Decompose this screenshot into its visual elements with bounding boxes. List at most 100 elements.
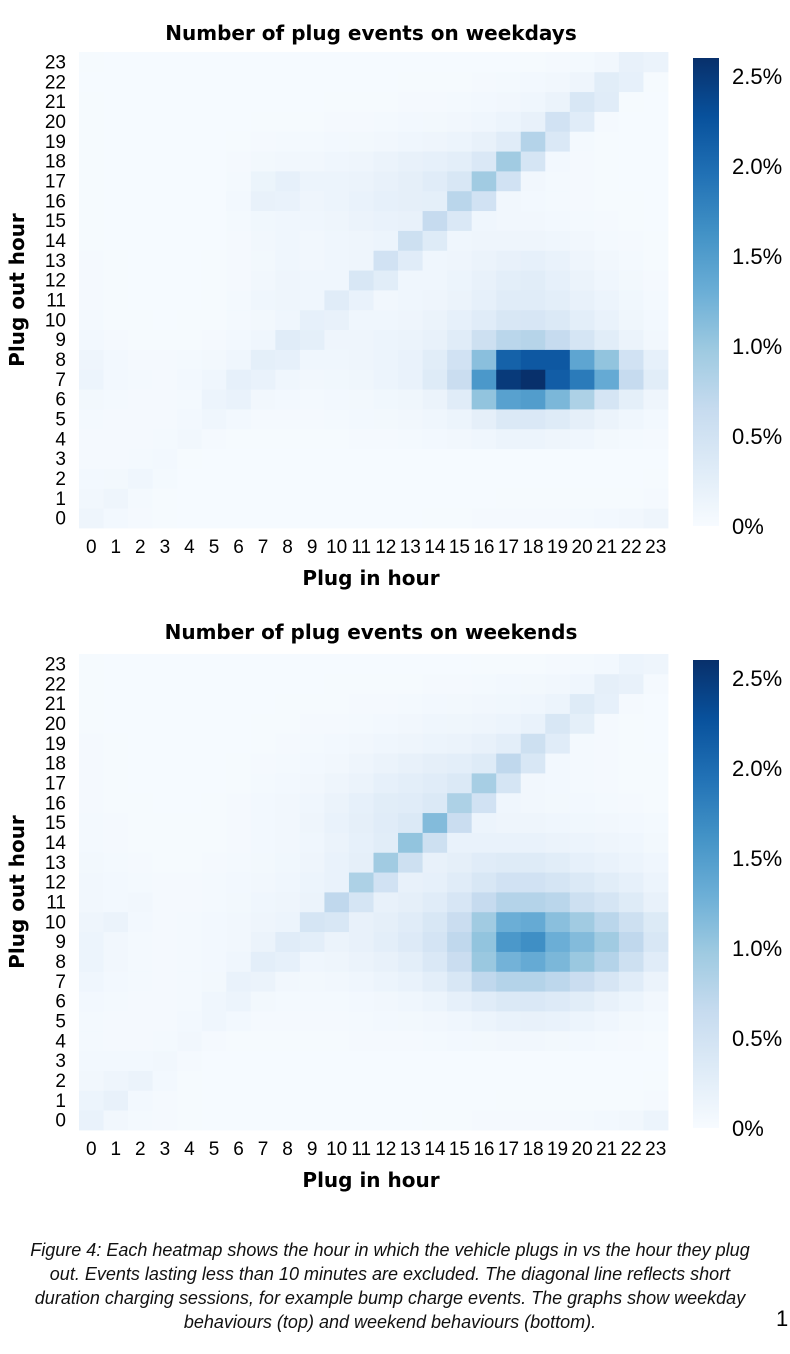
heatmap-cell-in17-out1 [496, 1090, 522, 1111]
heatmap-cell-in4-out18 [177, 753, 203, 774]
heatmap-cell-in0-out12 [79, 872, 104, 893]
heatmap-cell-in13-out5 [398, 409, 423, 430]
heatmap-cell-in0-out14 [79, 832, 104, 853]
x-tick-label: 23 [645, 537, 666, 558]
heatmap-cell-in9-out12 [299, 270, 325, 291]
heatmap-cell-in7-out7 [250, 369, 276, 390]
heatmap-cell-in8-out9 [275, 329, 301, 350]
heatmap-cell-in13-out11 [398, 892, 423, 913]
heatmap-cell-in4-out2 [177, 468, 203, 489]
heatmap-cell-in0-out6 [79, 991, 104, 1012]
heatmap-cell-in15-out20 [447, 111, 473, 132]
heatmap-cell-in22-out2 [618, 468, 644, 489]
heatmap-cell-in11-out4 [348, 1030, 374, 1052]
y-tick-label: 2 [55, 1071, 66, 1092]
heatmap-cell-in20-out9 [569, 329, 595, 350]
heatmap-cell-in11-out2 [348, 1070, 374, 1091]
heatmap-cell-in0-out15 [79, 210, 104, 231]
heatmap-cell-in22-out5 [618, 1011, 644, 1032]
heatmap-cell-in4-out12 [177, 872, 203, 893]
heatmap-cell-in4-out7 [177, 369, 203, 390]
heatmap-cell-in21-out3 [594, 1050, 620, 1071]
heatmap-cell-in14-out21 [422, 693, 448, 714]
heatmap-cell-in13-out2 [398, 1070, 423, 1091]
heatmap-cell-in22-out16 [618, 792, 644, 814]
heatmap-cell-in5-out22 [201, 71, 227, 93]
heatmap-cell-in19-out6 [545, 389, 571, 410]
heatmap-cell-in19-out13 [545, 852, 571, 873]
heatmap-cell-in18-out17 [520, 773, 546, 794]
y-tick-label: 2 [55, 469, 66, 490]
heatmap-cell-in1-out19 [103, 131, 129, 152]
heatmap-cell-in14-out3 [422, 1050, 448, 1071]
heatmap-cell-in19-out1 [545, 488, 571, 509]
heatmap-cell-in22-out11 [618, 892, 644, 913]
heatmap-cell-in15-out4 [447, 1030, 473, 1052]
heatmap-cell-in21-out22 [594, 673, 620, 695]
heatmap-cell-in17-out2 [496, 1070, 522, 1091]
x-tick-label: 19 [547, 1139, 568, 1160]
heatmap-cell-in14-out15 [422, 812, 448, 833]
heatmap-cell-in21-out0 [594, 1110, 620, 1131]
y-tick-label: 16 [45, 191, 66, 212]
heatmap-cell-in5-out21 [201, 91, 227, 112]
heatmap-cell-in7-out9 [250, 329, 276, 350]
heatmap-cell-in9-out5 [299, 409, 325, 430]
heatmap-cell-in21-out15 [594, 210, 620, 231]
heatmap-cell-in19-out8 [545, 349, 571, 370]
heatmap-cell-in10-out14 [324, 230, 350, 251]
heatmap-cell-in12-out1 [373, 488, 399, 509]
heatmap-cell-in3-out17 [152, 171, 178, 192]
y-tick-label: 6 [55, 390, 66, 411]
heatmap-cell-in19-out13 [545, 250, 571, 271]
heatmap-cell-in2-out11 [128, 290, 154, 311]
heatmap-cell-in0-out0 [79, 1110, 104, 1131]
colorbar-tick-label: 0% [732, 514, 764, 539]
heatmap-cell-in17-out18 [496, 753, 522, 774]
heatmap-cell-in4-out9 [177, 931, 203, 952]
heatmap-cell-in15-out6 [447, 389, 473, 410]
heatmap-cell-in20-out20 [569, 713, 595, 734]
heatmap-cell-in8-out17 [275, 773, 301, 794]
heatmap-cell-in21-out2 [594, 1070, 620, 1091]
heatmap-cell-in19-out18 [545, 151, 571, 172]
heatmap-cell-in13-out17 [398, 171, 423, 192]
heatmap-cell-in2-out14 [128, 230, 154, 251]
heatmap-cell-in19-out7 [545, 971, 571, 992]
heatmap-cell-in6-out10 [226, 911, 252, 933]
heatmap-cell-in16-out5 [471, 1011, 497, 1032]
heatmap-cell-in15-out23 [447, 52, 473, 73]
heatmap-cell-in10-out19 [324, 131, 350, 152]
heatmap-cell-in4-out18 [177, 151, 203, 172]
heatmap-cell-in16-out0 [471, 1110, 497, 1131]
heatmap-cell-in6-out4 [226, 1030, 252, 1052]
heatmap-cell-in5-out15 [201, 210, 227, 231]
heatmap-cell-in6-out22 [226, 673, 252, 695]
heatmap-cell-in19-out2 [545, 1070, 571, 1091]
heatmap-cell-in19-out22 [545, 673, 571, 695]
heatmap-cell-in6-out5 [226, 1011, 252, 1032]
heatmap-cell-in17-out18 [496, 151, 522, 172]
x-tick-label: 5 [209, 1139, 220, 1160]
heatmap-cell-in1-out5 [103, 1011, 129, 1032]
heatmap-cell-in19-out8 [545, 951, 571, 972]
heatmap-cell-in23-out2 [643, 468, 669, 489]
heatmap-cell-in15-out3 [447, 448, 473, 469]
heatmap-cell-in0-out21 [79, 693, 104, 714]
heatmap-cell-in13-out4 [398, 1030, 423, 1052]
heatmap-cell-in22-out8 [618, 349, 644, 370]
heatmap-cell-in4-out0 [177, 1110, 203, 1131]
heatmap-cell-in13-out8 [398, 349, 423, 370]
heatmap-cell-in20-out21 [569, 693, 595, 714]
heatmap-cell-in6-out22 [226, 71, 252, 93]
heatmap-cell-in12-out23 [373, 654, 399, 675]
heatmap-cell-in13-out16 [398, 792, 423, 814]
heatmap-cell-in9-out2 [299, 1070, 325, 1091]
heatmap-cell-in0-out6 [79, 389, 104, 410]
heatmap-cell-in8-out0 [275, 508, 301, 529]
heatmap-cell-in19-out5 [545, 409, 571, 430]
heatmap-cell-in8-out8 [275, 951, 301, 972]
heatmap-cell-in10-out13 [324, 852, 350, 873]
heatmap-cell-in14-out14 [422, 832, 448, 853]
heatmap-cell-in2-out1 [128, 1090, 154, 1111]
